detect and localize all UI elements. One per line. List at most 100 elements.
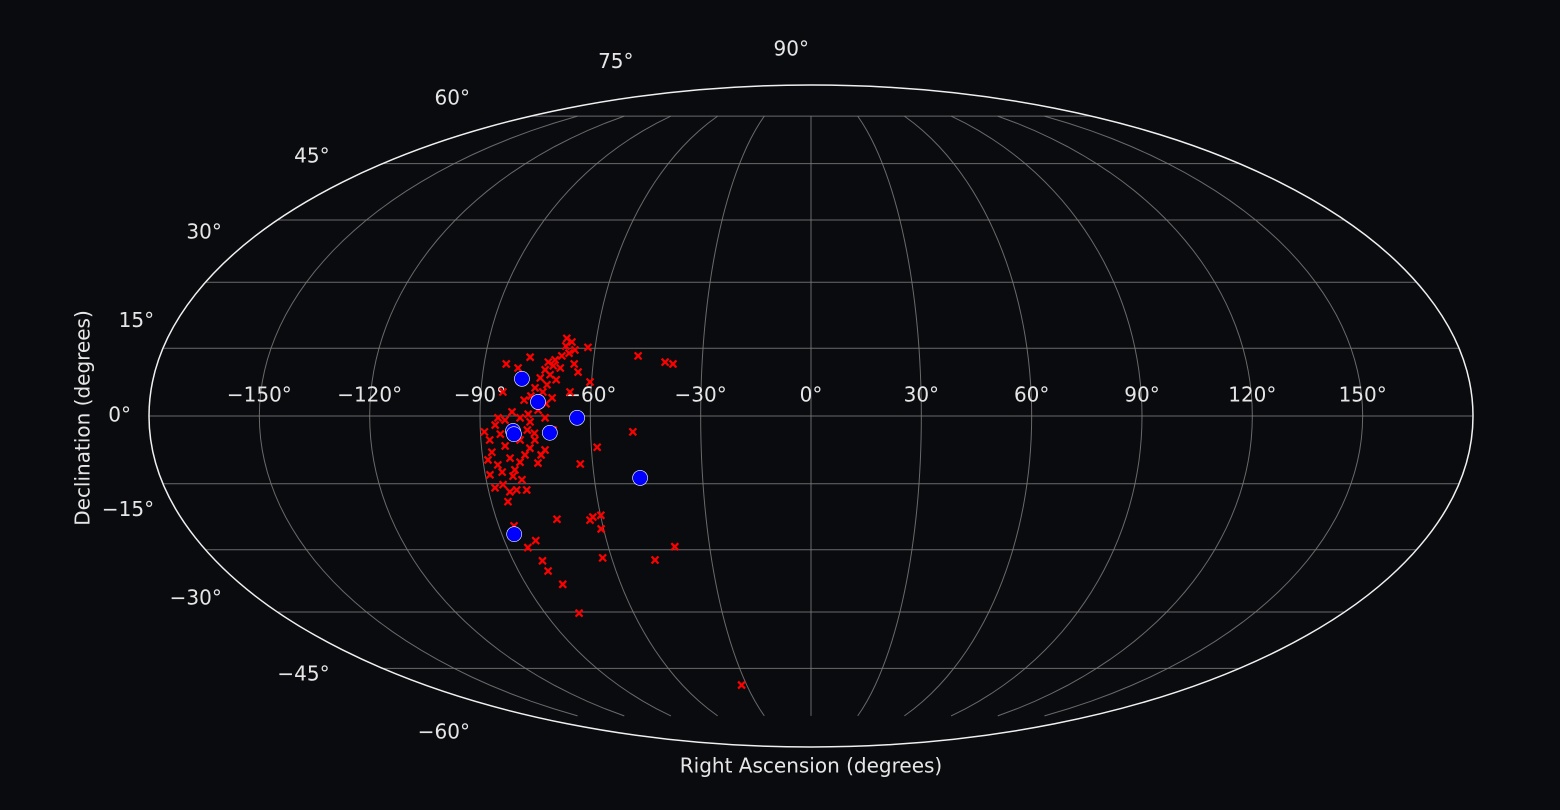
point-marker — [498, 480, 508, 489]
point-marker — [573, 367, 583, 377]
point-marker — [668, 359, 678, 369]
point-marker — [547, 393, 557, 403]
point-marker — [530, 383, 540, 393]
point-marker — [498, 387, 508, 397]
y-tick-label: −15° — [102, 497, 154, 521]
point-marker — [490, 483, 500, 493]
point-marker — [574, 608, 584, 618]
point-marker — [598, 553, 607, 563]
point-marker — [570, 345, 580, 355]
point-marker — [592, 443, 602, 452]
y-tick-label: −30° — [170, 586, 222, 610]
point-marker — [633, 351, 643, 361]
point-marker — [525, 352, 535, 362]
grid-layer — [149, 115, 1473, 717]
point-marker — [483, 455, 493, 465]
point-marker — [507, 407, 517, 417]
point-marker — [670, 542, 680, 551]
point-marker — [737, 680, 746, 690]
y-tick-label: 30° — [186, 220, 221, 244]
point-marker — [503, 497, 513, 506]
point-marker — [525, 417, 535, 427]
x-tick-label: 90° — [1124, 383, 1159, 407]
point-marker — [522, 485, 532, 495]
point-marker — [567, 337, 577, 347]
x-tick-label: −150° — [227, 383, 292, 407]
y-tick-label: 15° — [119, 308, 154, 332]
point-marker — [515, 457, 525, 467]
y-tick-label: 60° — [435, 86, 470, 110]
point-marker — [542, 380, 552, 389]
point-marker — [500, 441, 510, 451]
point-marker — [513, 363, 523, 373]
x-tick-label: 60° — [1014, 383, 1049, 407]
point-marker — [523, 425, 532, 435]
point-marker — [548, 361, 558, 371]
point-marker — [505, 453, 515, 463]
point-marker — [536, 373, 545, 383]
point-marker — [523, 409, 533, 419]
point-marker — [519, 395, 529, 405]
point-marker — [530, 435, 540, 445]
point-marker — [650, 555, 660, 565]
y-tick-label: −45° — [277, 661, 329, 685]
y-tick-label: −60° — [418, 719, 470, 743]
x-tick-label: 0° — [800, 383, 823, 407]
point-marker — [564, 348, 574, 358]
y-tick-label: 45° — [294, 144, 329, 168]
point-marker — [576, 459, 585, 469]
point-marker — [530, 428, 539, 438]
point-marker — [530, 394, 546, 410]
point-marker — [493, 460, 503, 470]
y-axis-label: Declination (degrees) — [71, 310, 95, 526]
point-marker — [496, 429, 505, 439]
point-marker — [585, 515, 595, 525]
point-marker — [506, 426, 522, 442]
point-marker — [497, 467, 507, 477]
label-layer: −150° −120° −90° −60° −30° 0° 30° 60° 90° 120° 150… — [102, 37, 1387, 744]
point-marker — [542, 424, 558, 441]
point-marker — [538, 387, 548, 397]
point-marker — [500, 415, 510, 425]
x-tick-label: −120° — [337, 383, 402, 407]
point-marker — [583, 343, 593, 352]
point-marker — [552, 515, 562, 524]
point-marker — [540, 445, 550, 455]
point-marker — [596, 524, 606, 534]
point-marker — [517, 475, 527, 485]
point-marker — [485, 470, 495, 480]
x-tick-label: −30° — [675, 383, 727, 407]
point-marker — [525, 443, 535, 453]
point-marker — [515, 413, 525, 423]
point-marker — [551, 375, 561, 385]
point-marker — [523, 543, 533, 552]
x-axis-label: Right Ascension (degrees) — [680, 754, 942, 778]
point-marker — [501, 359, 511, 369]
point-marker — [487, 447, 497, 457]
point-marker — [538, 556, 547, 566]
point-marker — [556, 363, 565, 373]
point-marker — [490, 420, 500, 430]
mark-layer — [480, 334, 746, 690]
point-marker — [506, 526, 522, 542]
point-marker — [569, 359, 579, 369]
point-marker — [632, 470, 648, 486]
point-marker — [660, 357, 670, 367]
point-marker — [561, 341, 571, 351]
point-marker — [558, 580, 568, 589]
x-tick-label: −90° — [454, 383, 506, 407]
y-tick-label: 90° — [774, 37, 809, 61]
point-marker — [480, 427, 489, 437]
x-tick-label: 30° — [904, 383, 939, 407]
point-marker — [520, 450, 530, 460]
point-marker — [512, 485, 521, 495]
point-marker — [505, 487, 515, 497]
point-marker — [533, 458, 543, 468]
point-marker — [531, 536, 540, 545]
point-marker — [565, 387, 575, 397]
point-marker — [508, 471, 518, 481]
point-marker — [628, 427, 638, 437]
point-marker — [493, 413, 503, 423]
